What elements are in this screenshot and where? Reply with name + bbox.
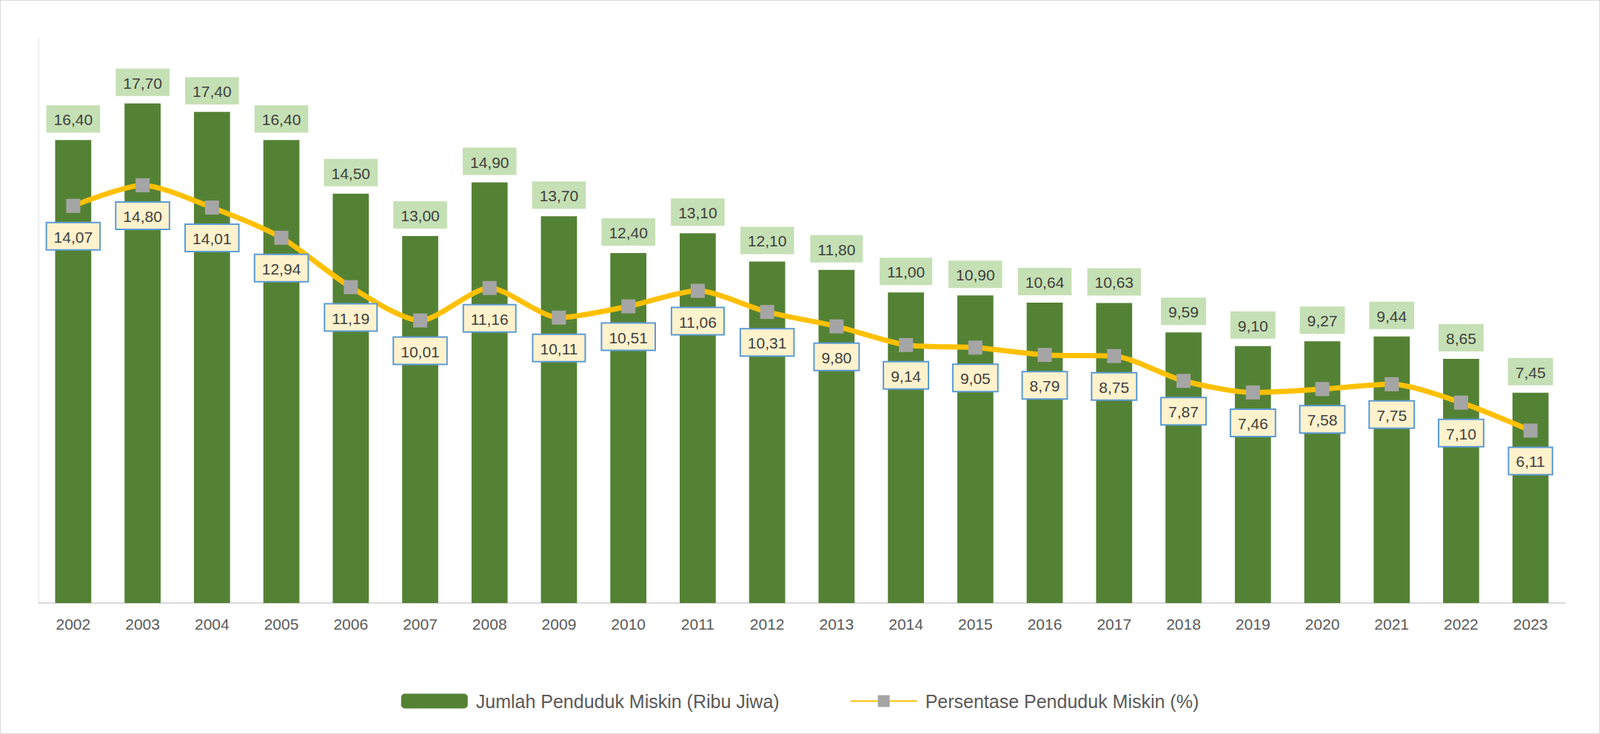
svg-text:12,94: 12,94	[262, 260, 302, 278]
svg-text:7,46: 7,46	[1237, 415, 1269, 433]
svg-text:2007: 2007	[402, 616, 438, 634]
svg-text:2015: 2015	[958, 616, 993, 634]
svg-text:16,40: 16,40	[54, 111, 94, 129]
svg-text:8,75: 8,75	[1098, 379, 1130, 397]
svg-text:2008: 2008	[472, 616, 508, 634]
svg-text:9,44: 9,44	[1376, 308, 1407, 326]
svg-text:2002: 2002	[56, 616, 92, 634]
svg-text:10,11: 10,11	[539, 340, 578, 358]
svg-text:14,50: 14,50	[330, 165, 371, 183]
svg-text:9,05: 9,05	[960, 370, 991, 388]
svg-text:2016: 2016	[1027, 616, 1063, 634]
svg-text:2018: 2018	[1166, 616, 1201, 634]
svg-text:2022: 2022	[1443, 616, 1479, 634]
svg-text:12,10: 12,10	[747, 232, 788, 250]
svg-text:2010: 2010	[610, 616, 646, 634]
svg-text:2019: 2019	[1235, 616, 1271, 634]
svg-text:Persentase Penduduk Miskin (%): Persentase Penduduk Miskin (%)	[925, 691, 1200, 713]
svg-text:7,75: 7,75	[1376, 407, 1407, 425]
svg-text:11,80: 11,80	[817, 241, 856, 259]
svg-text:7,87: 7,87	[1168, 403, 1199, 421]
svg-text:8,65: 8,65	[1445, 330, 1477, 348]
svg-text:7,58: 7,58	[1307, 411, 1338, 429]
svg-text:10,31: 10,31	[747, 334, 788, 352]
svg-text:2006: 2006	[333, 616, 368, 634]
svg-text:2013: 2013	[819, 616, 855, 634]
svg-text:6,11: 6,11	[1515, 453, 1545, 471]
svg-text:11,06: 11,06	[678, 313, 717, 331]
svg-text:13,70: 13,70	[539, 187, 579, 205]
svg-text:13,00: 13,00	[400, 207, 440, 225]
svg-text:2012: 2012	[750, 616, 785, 634]
svg-text:7,45: 7,45	[1515, 364, 1546, 382]
svg-text:2020: 2020	[1305, 616, 1341, 634]
svg-text:13,10: 13,10	[678, 204, 718, 222]
svg-text:8,79: 8,79	[1029, 377, 1061, 395]
svg-text:16,40: 16,40	[262, 111, 302, 129]
svg-text:9,80: 9,80	[821, 349, 852, 367]
svg-text:10,90: 10,90	[955, 266, 996, 284]
svg-text:11,16: 11,16	[470, 310, 509, 328]
svg-text:10,01: 10,01	[400, 343, 440, 361]
svg-text:14,01: 14,01	[192, 230, 232, 248]
svg-text:2014: 2014	[888, 616, 924, 634]
svg-text:2009: 2009	[541, 616, 577, 634]
svg-text:7,10: 7,10	[1445, 425, 1477, 443]
svg-text:14,07: 14,07	[54, 228, 94, 246]
svg-text:11,19: 11,19	[331, 310, 370, 328]
svg-text:Jumlah Penduduk Miskin (Ribu J: Jumlah Penduduk Miskin (Ribu Jiwa)	[476, 691, 780, 713]
svg-text:2003: 2003	[125, 616, 160, 634]
svg-text:9,59: 9,59	[1168, 303, 1199, 321]
svg-text:10,63: 10,63	[1094, 273, 1134, 291]
svg-text:2017: 2017	[1096, 616, 1132, 634]
svg-text:2023: 2023	[1513, 616, 1549, 634]
svg-text:14,80: 14,80	[122, 208, 163, 226]
svg-text:14,90: 14,90	[470, 154, 510, 172]
svg-text:9,27: 9,27	[1307, 312, 1338, 330]
svg-text:2021: 2021	[1374, 616, 1409, 634]
svg-text:2004: 2004	[194, 616, 230, 634]
svg-text:12,40: 12,40	[608, 224, 648, 242]
svg-text:2005: 2005	[264, 616, 300, 634]
svg-text:9,10: 9,10	[1237, 317, 1269, 335]
svg-text:9,14: 9,14	[890, 367, 922, 386]
svg-text:17,40: 17,40	[192, 82, 232, 100]
svg-text:10,51: 10,51	[608, 329, 648, 347]
svg-text:17,70: 17,70	[122, 74, 163, 92]
svg-text:11,00: 11,00	[886, 263, 925, 281]
svg-text:2011: 2011	[681, 616, 715, 634]
svg-text:10,64: 10,64	[1025, 273, 1065, 291]
